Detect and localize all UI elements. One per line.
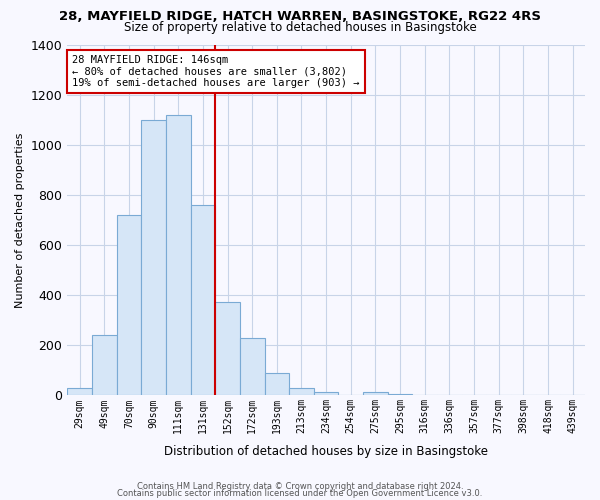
Text: Contains public sector information licensed under the Open Government Licence v3: Contains public sector information licen… — [118, 489, 482, 498]
Text: 28, MAYFIELD RIDGE, HATCH WARREN, BASINGSTOKE, RG22 4RS: 28, MAYFIELD RIDGE, HATCH WARREN, BASING… — [59, 10, 541, 23]
Y-axis label: Number of detached properties: Number of detached properties — [15, 132, 25, 308]
Bar — [191, 205, 215, 396]
X-axis label: Distribution of detached houses by size in Basingstoke: Distribution of detached houses by size … — [164, 444, 488, 458]
Bar — [240, 338, 265, 396]
Bar — [215, 302, 240, 396]
Bar — [141, 120, 166, 396]
Bar — [289, 388, 314, 396]
Text: 28 MAYFIELD RIDGE: 146sqm
← 80% of detached houses are smaller (3,802)
19% of se: 28 MAYFIELD RIDGE: 146sqm ← 80% of detac… — [72, 55, 360, 88]
Bar — [92, 336, 116, 396]
Bar — [67, 388, 92, 396]
Bar — [265, 373, 289, 396]
Bar — [116, 215, 141, 396]
Bar — [363, 392, 388, 396]
Bar — [314, 392, 338, 396]
Text: Size of property relative to detached houses in Basingstoke: Size of property relative to detached ho… — [124, 21, 476, 34]
Bar — [388, 394, 412, 396]
Bar — [166, 115, 191, 396]
Text: Contains HM Land Registry data © Crown copyright and database right 2024.: Contains HM Land Registry data © Crown c… — [137, 482, 463, 491]
